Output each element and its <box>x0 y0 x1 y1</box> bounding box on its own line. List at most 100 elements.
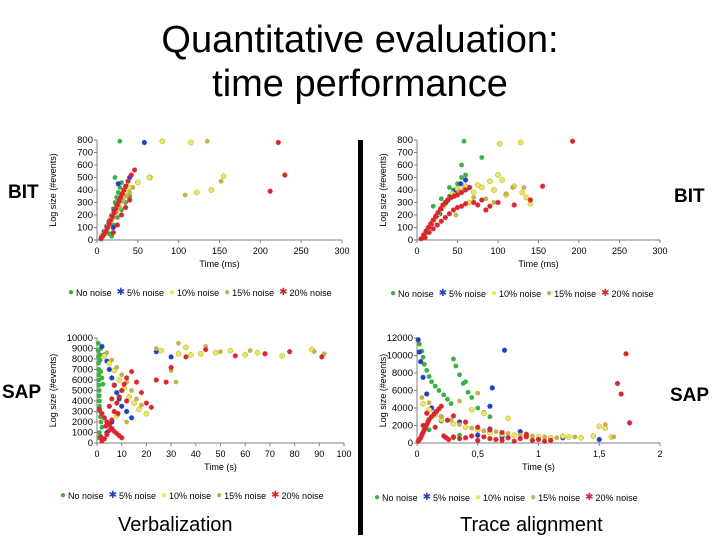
data-point <box>432 424 438 430</box>
data-point <box>106 403 112 409</box>
data-point <box>527 197 533 203</box>
y-axis-label: Log size (#events) <box>378 354 388 428</box>
data-point <box>511 432 518 438</box>
data-point <box>463 177 469 183</box>
data-point <box>469 425 475 431</box>
data-point <box>627 420 633 426</box>
data-point <box>119 372 125 378</box>
data-point <box>116 394 122 400</box>
data-point <box>475 432 481 438</box>
data-point <box>188 139 194 146</box>
data-point <box>438 196 444 202</box>
x-tick-label: 100 <box>490 246 505 256</box>
x-tick-label: 40 <box>191 449 201 459</box>
data-point <box>109 396 115 402</box>
data-point <box>499 177 505 183</box>
trace-alignment-label: Trace alignment <box>460 514 603 536</box>
data-point <box>420 422 426 429</box>
data-point <box>430 217 436 223</box>
title-line-2: time performance <box>212 63 508 105</box>
y-tick-label: 5000 <box>72 386 93 397</box>
data-point <box>124 408 130 415</box>
data-point <box>503 191 509 197</box>
data-point <box>104 350 110 356</box>
data-point <box>114 400 120 406</box>
data-point <box>578 434 584 441</box>
legend-item-10pct-noise: ● 10% noise <box>161 490 211 501</box>
data-point <box>218 178 224 184</box>
data-point <box>101 231 107 237</box>
data-point <box>158 347 165 354</box>
bit-left-label: BIT <box>8 182 39 203</box>
data-point <box>465 389 471 395</box>
data-point <box>175 350 182 357</box>
data-point <box>424 410 430 416</box>
data-point <box>433 408 440 415</box>
data-point <box>459 175 464 180</box>
data-point <box>311 349 317 355</box>
x-tick-label: 0 <box>94 246 99 256</box>
data-point <box>124 193 129 199</box>
data-point <box>436 388 442 393</box>
legend-marker-icon: ✱ <box>601 288 610 299</box>
legend-item-20pct-noise: ✱ 20% noise <box>271 490 323 501</box>
data-point <box>447 185 452 190</box>
y-axis-label: Log size (#events) <box>48 153 58 227</box>
data-point <box>569 138 576 144</box>
series-20pct-noise <box>418 138 576 242</box>
y-tick-label: 500 <box>397 173 413 184</box>
data-point <box>454 204 461 211</box>
data-point <box>110 224 116 231</box>
y-tick-label: 500 <box>77 173 93 184</box>
data-point <box>182 192 188 198</box>
data-point <box>469 433 475 439</box>
x-tick-label: 50 <box>452 246 462 256</box>
data-point <box>441 392 447 398</box>
data-point <box>434 222 440 228</box>
data-point <box>282 172 288 178</box>
x-tick-label: 30 <box>166 449 176 459</box>
data-point <box>129 388 134 393</box>
data-point <box>138 390 145 396</box>
data-point <box>143 400 149 406</box>
data-point <box>115 215 120 220</box>
data-point <box>116 377 123 383</box>
data-point <box>159 138 166 145</box>
data-point <box>111 428 117 435</box>
data-point <box>457 398 462 404</box>
x-axis-label: Time (ms) <box>518 259 558 269</box>
verbalization-label: Verbalization <box>118 514 233 536</box>
y-tick-label: 4000 <box>392 403 413 414</box>
data-point <box>483 207 489 213</box>
legend-label: 5% noise <box>126 287 164 298</box>
legend-item-no-noise: ● No noise <box>390 288 434 299</box>
legend-label: 10% noise <box>499 288 542 299</box>
legend-item-20pct-noise: ✱ 20% noise <box>585 492 637 503</box>
legend-label: No noise <box>68 490 104 501</box>
x-tick-label: 20 <box>141 449 151 459</box>
y-tick-label: 10000 <box>67 333 93 344</box>
legend-label: 15% noise <box>224 490 267 501</box>
legend-item-15pct-noise: ● 15% noise <box>530 492 580 503</box>
data-point <box>131 167 138 173</box>
data-point <box>98 236 104 242</box>
data-point <box>471 199 477 206</box>
sap-verbalization-legend: ● No noise ✱ 5% noise ● 10% noise ● 15% noise ✱ 2… <box>60 490 329 501</box>
x-tick-label: 250 <box>612 246 627 256</box>
data-point <box>127 190 133 195</box>
y-tick-label: 100 <box>397 223 413 234</box>
data-point <box>203 346 209 353</box>
data-point <box>208 187 215 193</box>
x-axis-label: Time (ms) <box>199 259 239 269</box>
x-tick-label: 200 <box>571 246 586 256</box>
data-point <box>111 408 117 415</box>
y-tick-label: 8000 <box>392 368 413 379</box>
legend-marker-icon: ✱ <box>279 287 288 298</box>
data-point <box>487 436 493 442</box>
legend-label: 15% noise <box>232 287 275 298</box>
data-point <box>463 379 468 385</box>
legend-item-20pct-noise: ✱ 20% noise <box>601 288 653 299</box>
data-point <box>430 226 436 232</box>
data-point <box>103 423 109 429</box>
legend-marker-icon: ✱ <box>116 287 125 298</box>
